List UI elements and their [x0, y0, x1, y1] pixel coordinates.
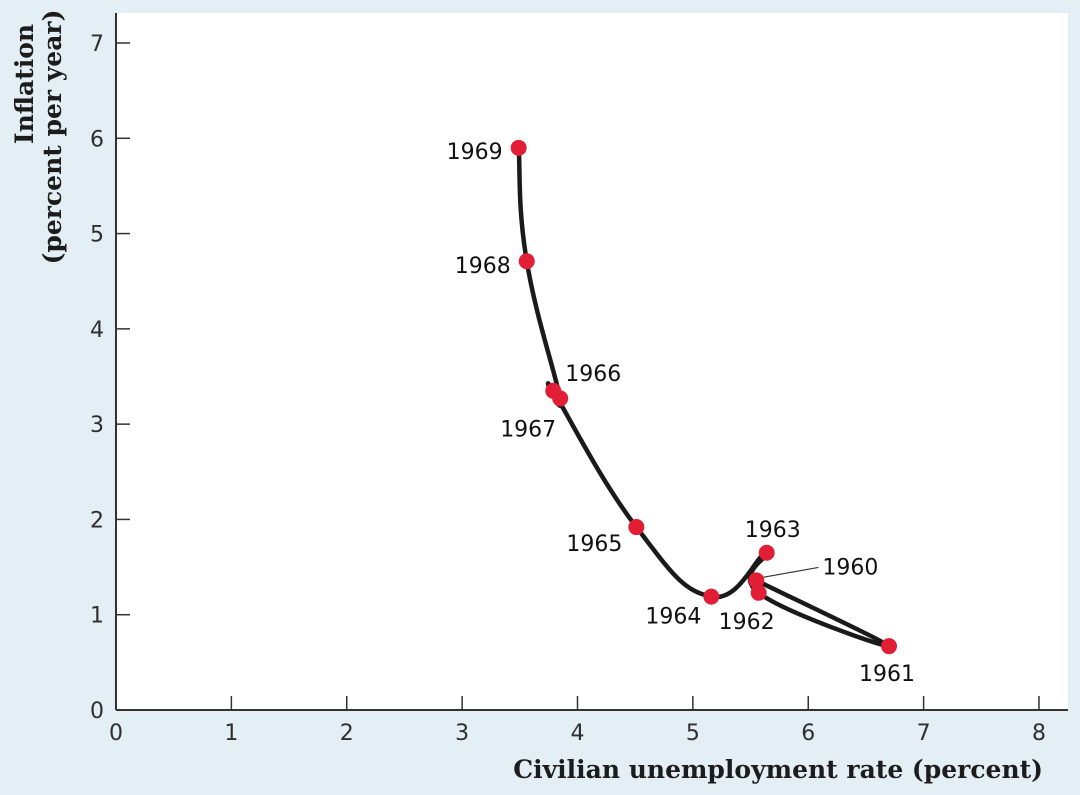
x-axis-label: Civilian unemployment rate (percent) [513, 755, 1043, 784]
data-point-1962 [750, 584, 767, 601]
data-markers [510, 139, 898, 655]
y-tick-label: 7 [90, 32, 104, 57]
data-label-1969: 1969 [447, 140, 503, 165]
y-axis-label-line2: (percent per year) [38, 10, 67, 265]
data-label-1962: 1962 [719, 610, 775, 635]
data-label-1966: 1966 [565, 362, 621, 387]
x-tick-label: 3 [455, 721, 469, 746]
data-point-1961 [881, 638, 898, 655]
x-tick-label: 1 [224, 721, 238, 746]
x-tick-label: 5 [686, 721, 700, 746]
x-tick-label: 7 [917, 721, 931, 746]
x-tick-label: 0 [109, 721, 123, 746]
y-axis-ticks: 0 1 2 3 4 5 6 7 [90, 32, 130, 724]
label-leader-line [762, 566, 819, 579]
y-axis-label: Inflation (percent per year) [10, 10, 67, 265]
data-point-1960 [748, 572, 765, 589]
y-tick-label: 5 [90, 223, 104, 248]
y-tick-label: 4 [90, 318, 104, 343]
y-tick-label: 1 [90, 604, 104, 629]
y-axis-label-line1: Inflation [10, 24, 39, 144]
data-point-labels: 1960 1961 1962 1963 1964 1965 1966 1967 1968 1969 [447, 140, 915, 687]
data-label-1960: 1960 [822, 555, 878, 580]
data-label-1961: 1961 [859, 662, 915, 687]
x-axis-ticks: 0 1 2 3 4 5 6 7 8 [109, 696, 1046, 746]
data-label-1965: 1965 [566, 532, 622, 557]
data-point-1968 [518, 253, 535, 270]
data-point-1965 [628, 519, 645, 536]
data-label-1968: 1968 [455, 254, 511, 279]
y-tick-label: 6 [90, 127, 104, 152]
y-tick-label: 0 [90, 699, 104, 724]
x-tick-label: 8 [1032, 721, 1046, 746]
series-line [516, 145, 892, 649]
data-label-1963: 1963 [745, 518, 801, 543]
y-tick-label: 3 [90, 413, 104, 438]
data-point-1969 [510, 139, 527, 156]
data-point-1964 [703, 588, 720, 605]
data-point-1967 [552, 390, 569, 407]
x-tick-label: 4 [571, 721, 585, 746]
data-label-1964: 1964 [645, 605, 701, 630]
y-tick-label: 2 [90, 508, 104, 533]
data-label-1967: 1967 [500, 417, 556, 442]
x-tick-label: 2 [340, 721, 354, 746]
data-point-1963 [758, 544, 775, 561]
plot-area [116, 13, 1068, 710]
x-tick-label: 6 [801, 721, 815, 746]
